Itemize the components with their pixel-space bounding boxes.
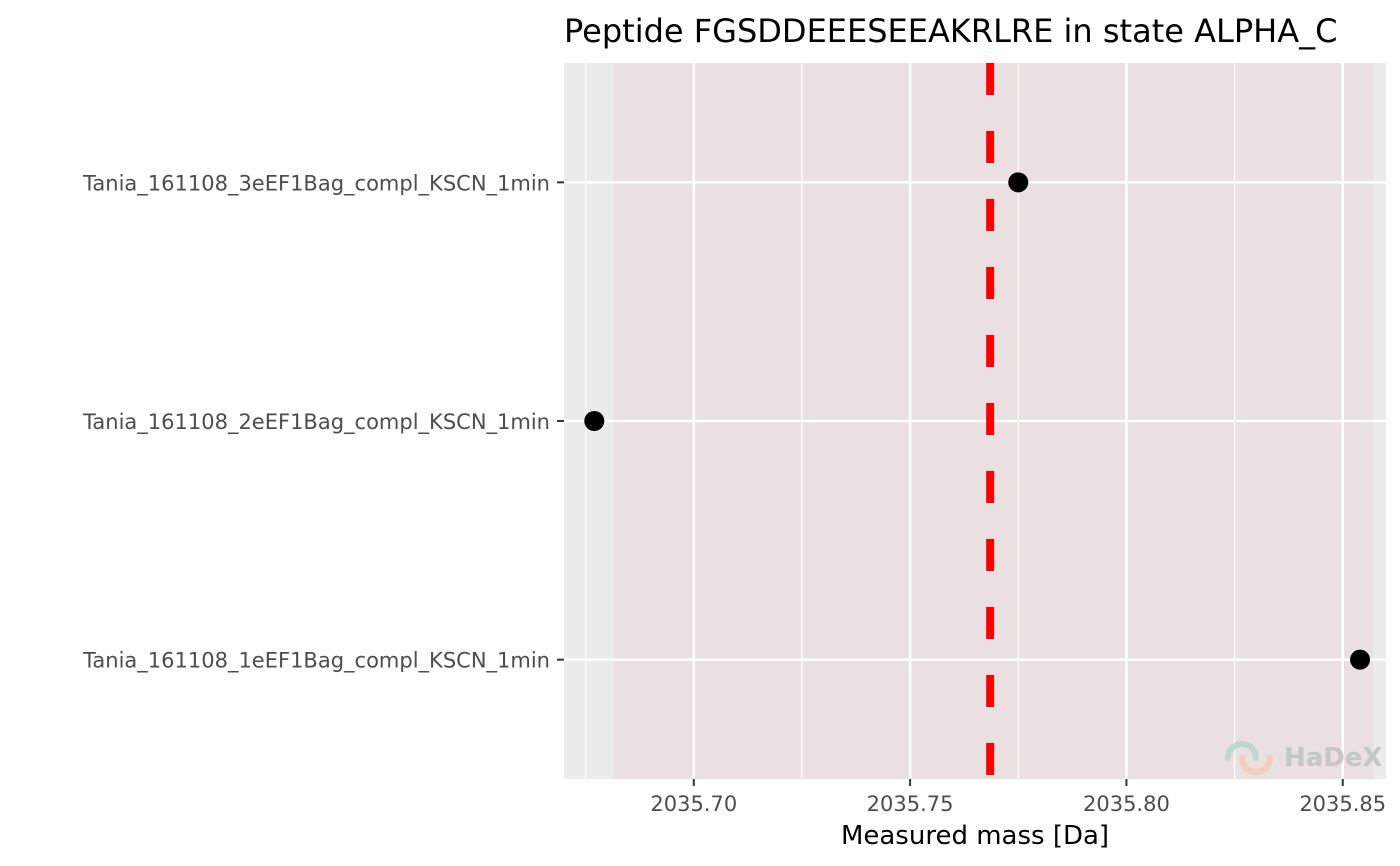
y-tick-label: Tania_161108_3eEF1Bag_compl_KSCN_1min [82, 171, 550, 196]
x-tick-label: 2035.80 [1083, 792, 1170, 816]
hadex-logo-icon [1225, 741, 1273, 775]
watermark-text: HaDeX [1284, 743, 1383, 773]
x-tick-label: 2035.75 [867, 792, 954, 816]
x-axis-label: Measured mass [Da] [841, 821, 1109, 851]
data-points [584, 172, 1371, 670]
data-point [1008, 172, 1029, 193]
data-point [1350, 649, 1371, 670]
y-tick-label: Tania_161108_2eEF1Bag_compl_KSCN_1min [82, 410, 550, 435]
x-axis: 2035.70 2035.75 2035.80 2035.85 [650, 779, 1386, 816]
x-tick-label: 2035.85 [1299, 792, 1386, 816]
grid-lines [564, 63, 1386, 779]
watermark: HaDeX [1225, 741, 1383, 775]
data-point [584, 411, 605, 431]
chart-title: Peptide FGSDDEEESEEAKRLRE in state ALPHA… [564, 12, 1337, 50]
x-tick-label: 2035.70 [650, 792, 737, 816]
y-tick-label: Tania_161108_1eEF1Bag_compl_KSCN_1min [82, 649, 550, 674]
y-axis: Tania_161108_3eEF1Bag_compl_KSCN_1min Tan… [82, 171, 564, 674]
